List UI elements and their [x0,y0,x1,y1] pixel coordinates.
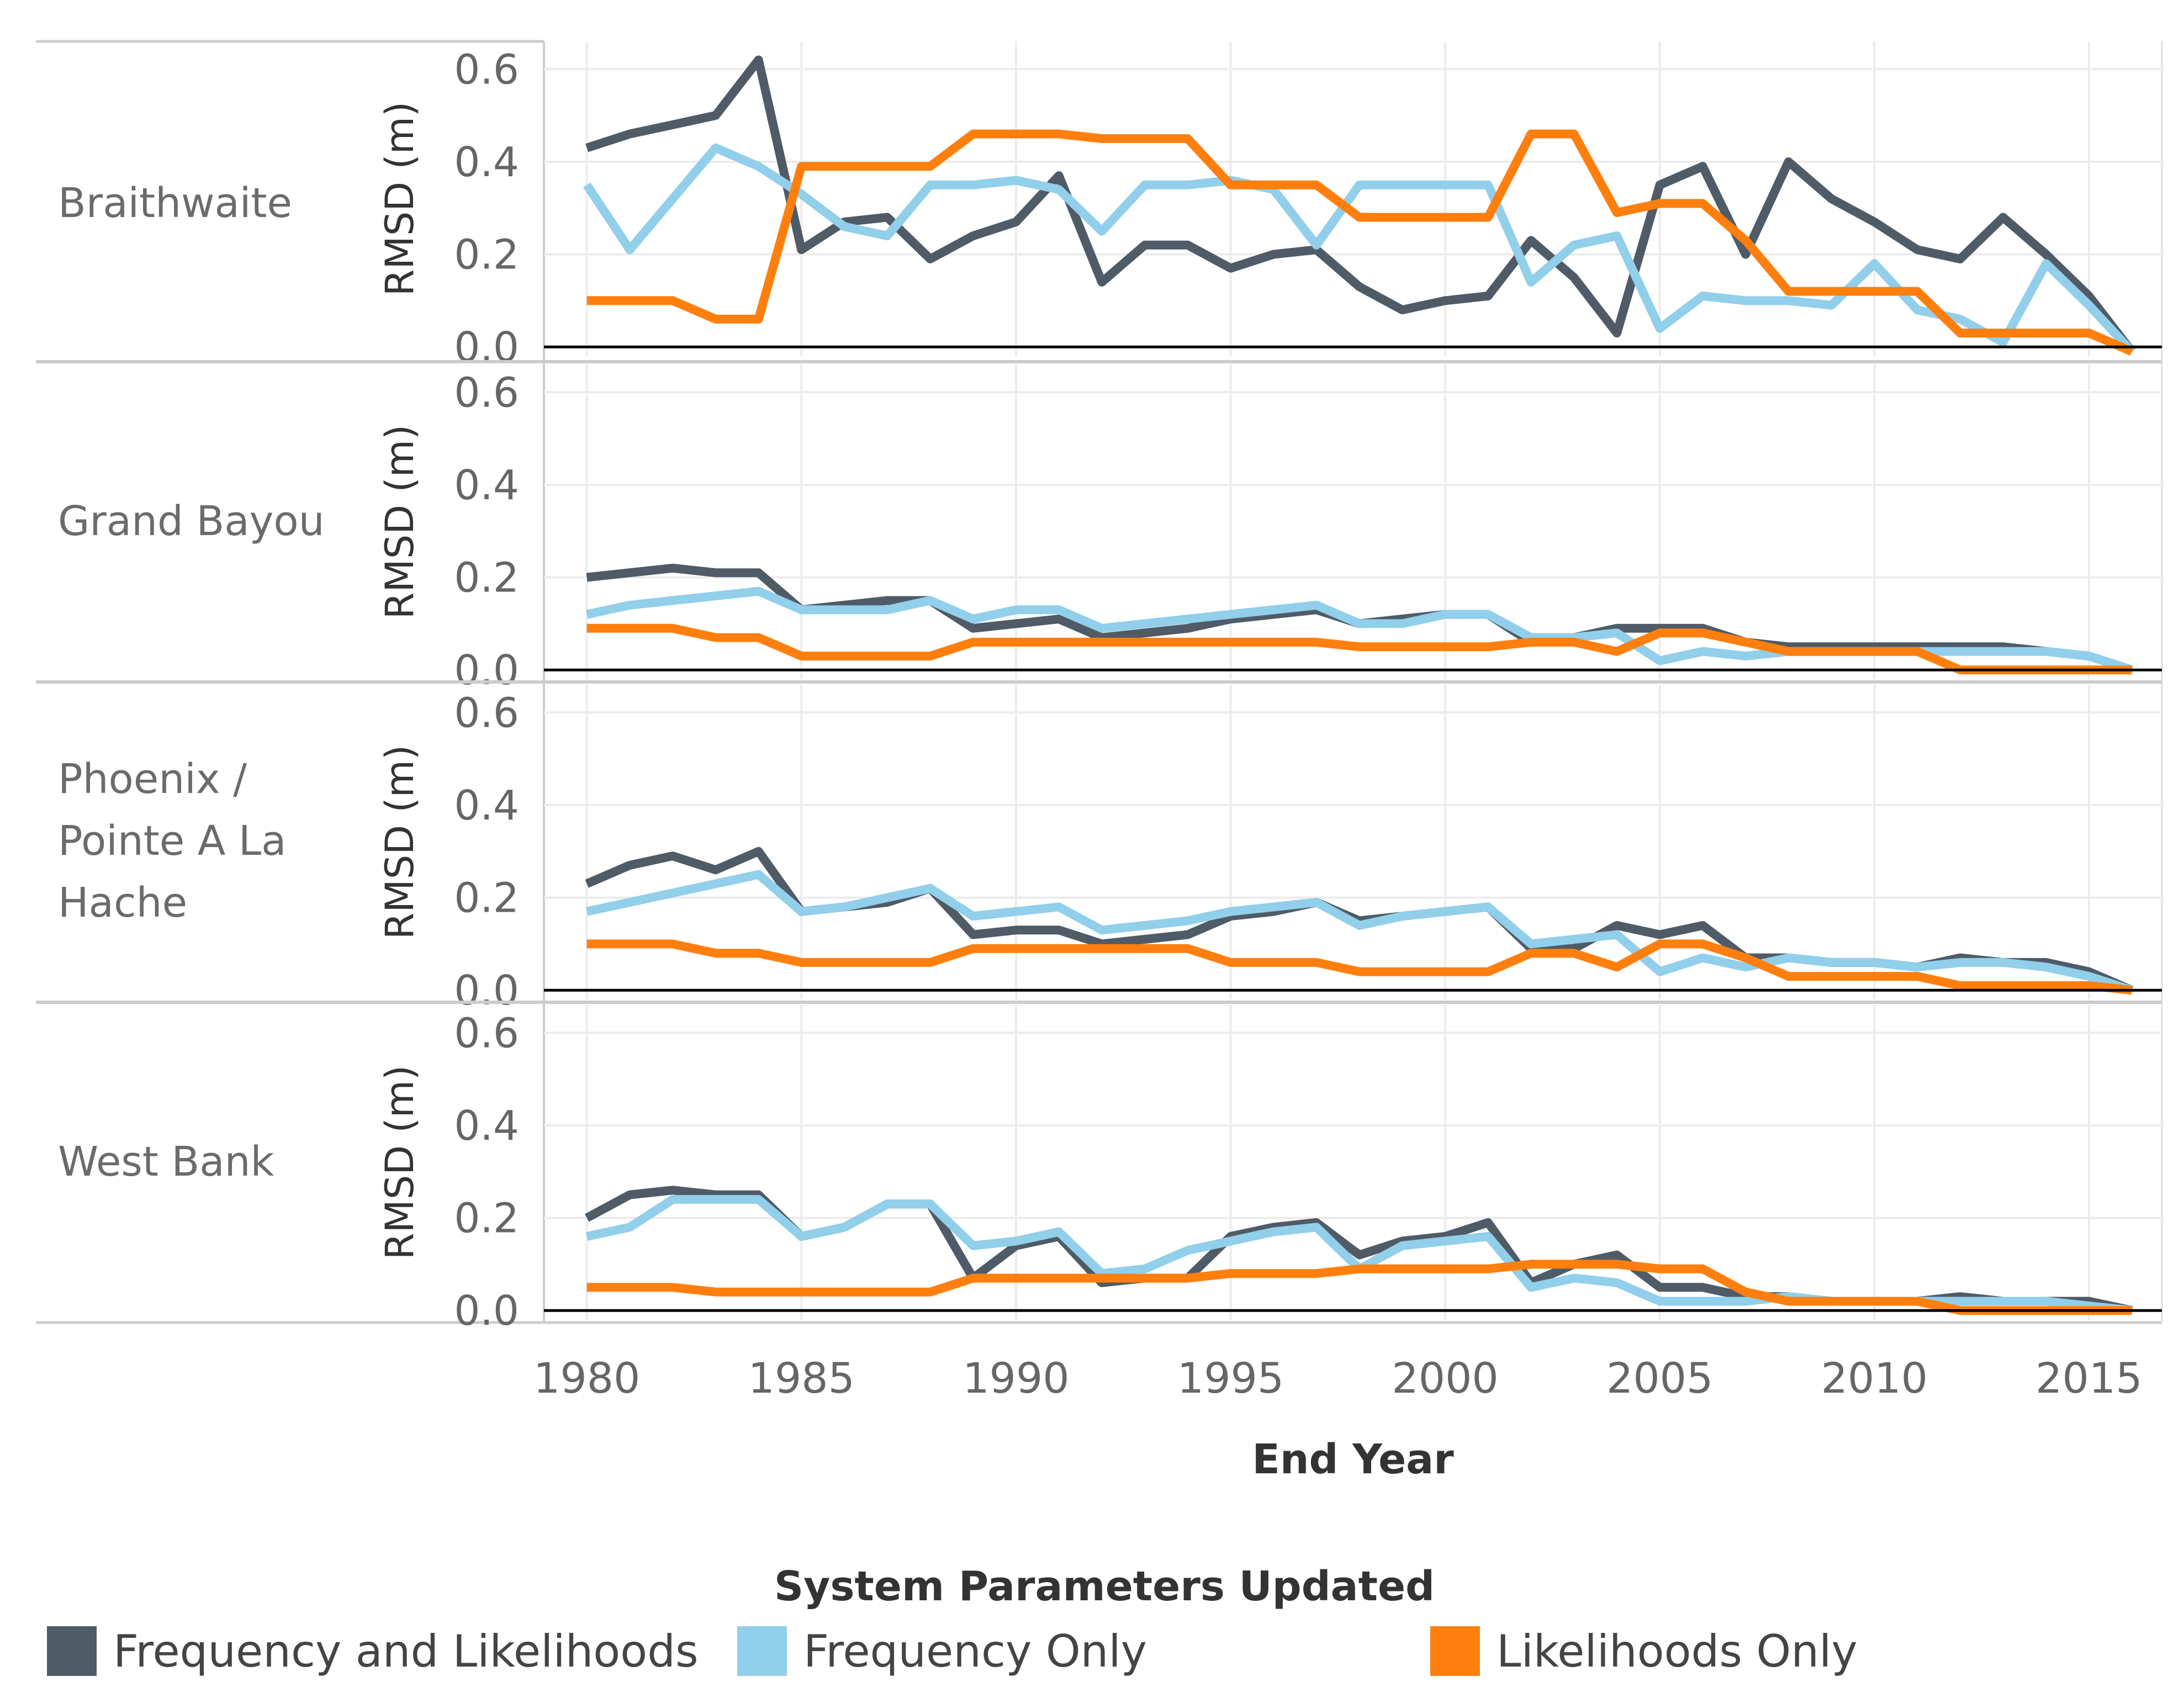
y-tick-label: 0.4 [454,1102,519,1150]
legend-swatch-dark [47,1626,97,1676]
y-tick-label: 0.6 [454,46,519,93]
legend-item-likelihoods-only[interactable]: Likelihoods Only [1430,1623,1858,1679]
series-line-phoenix-pointe-a-la-hache-frequency-only [586,870,2134,995]
legend-label: Likelihoods Only [1496,1625,1858,1677]
x-tick-label: 2015 [2035,1353,2142,1403]
y-tick-label: 0.2 [454,1195,519,1242]
panel-label-phoenix: Phoenix / Pointe A La Hache [58,755,287,927]
y-tick-label: 0.2 [454,554,519,602]
panel-label-braithwaite: Braithwaite [58,179,292,227]
y-tick-label: 0.4 [454,782,519,829]
y-axis-title: RMSD (m) [377,745,422,939]
series-line-braithwaite-likelihoods-only [586,129,2134,356]
legend-title: System Parameters Updated [774,1563,1435,1610]
panel-label-west-bank: West Bank [58,1138,274,1186]
y-tick-label: 0.0 [454,324,519,371]
series-line-phoenix-pointe-a-la-hache-likelihoods-only [586,939,2133,995]
legend-swatch-light-blue [737,1626,787,1676]
y-tick-label: 0.0 [454,1287,519,1335]
x-tick-label: 1980 [533,1353,640,1403]
legend-label: Frequency and Likelihoods [113,1625,699,1677]
series-line-braithwaite-frequency-only [583,143,2135,355]
y-tick-label: 0.6 [454,689,519,737]
x-tick-label: 2005 [1606,1353,1713,1403]
legend-swatch-orange [1430,1626,1480,1676]
x-tick-label: 2010 [1821,1353,1928,1403]
x-tick-label: 2000 [1392,1353,1498,1403]
panel-label-grand-bayou: Grand Bayou [58,498,325,545]
legend-item-frequency-and-likelihoods[interactable]: Frequency and Likelihoods [47,1623,699,1679]
y-tick-label: 0.2 [454,231,519,279]
series-line-west-bank-likelihoods-only [586,1260,2132,1315]
y-tick-label: 0.0 [454,967,519,1014]
legend-item-frequency-only[interactable]: Frequency Only [737,1623,1147,1679]
series-line-grand-bayou-likelihoods-only [586,623,2132,675]
x-tick-label: 1995 [1177,1353,1284,1403]
y-axis-title: RMSD (m) [377,1065,422,1260]
y-tick-label: 0.2 [454,875,519,922]
x-tick-label: 1990 [963,1353,1069,1403]
y-axis-title: RMSD (m) [377,102,422,296]
y-tick-label: 0.4 [454,139,519,186]
y-tick-label: 0.6 [454,369,519,416]
y-tick-label: 0.4 [454,462,519,509]
legend-label: Frequency Only [803,1625,1147,1677]
y-axis-title: RMSD (m) [377,425,422,619]
y-tick-label: 0.0 [454,647,519,694]
y-tick-label: 0.6 [454,1009,519,1057]
x-axis-title: End Year [1252,1436,1454,1483]
x-tick-label: 1985 [748,1353,855,1403]
